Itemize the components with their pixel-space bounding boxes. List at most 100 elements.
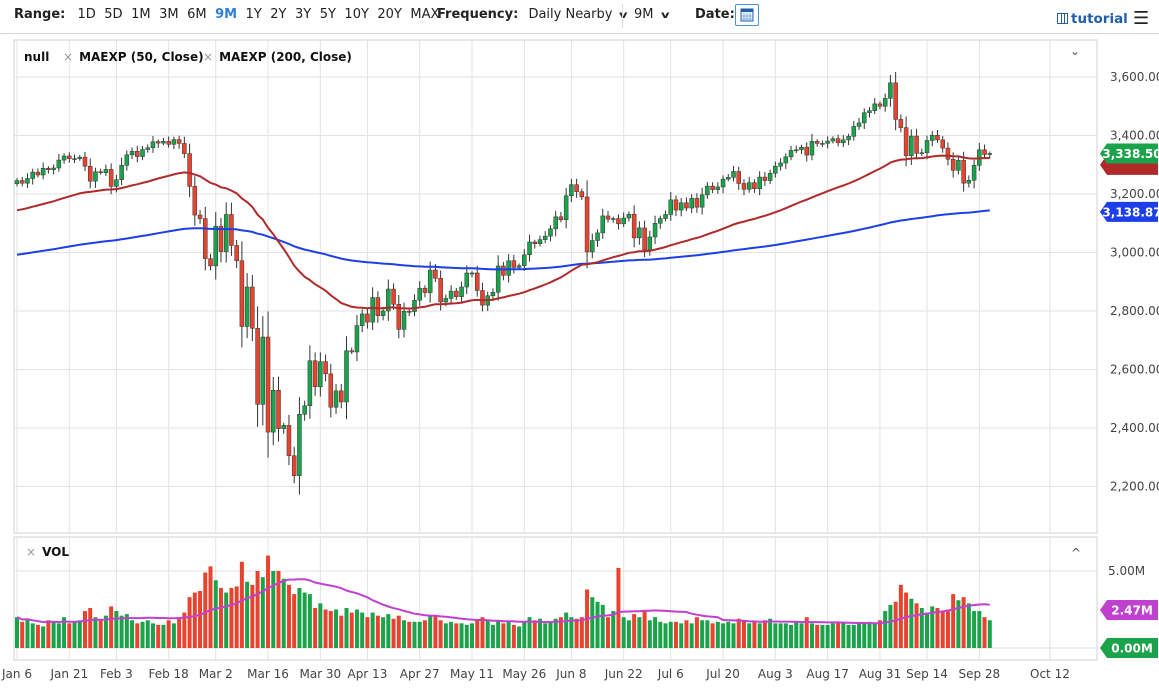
volume-bar [213,580,218,648]
candle [935,134,940,141]
ema50-line [16,154,990,310]
candle [380,310,386,316]
candle [820,143,825,145]
x-tick-label: Sep 14 [906,667,948,681]
range-1m[interactable]: 1M [131,7,151,22]
candle [370,297,375,323]
ema200-line [16,209,990,271]
candle [511,260,517,268]
candle [255,328,260,405]
candle [898,119,904,128]
candle [359,313,365,326]
price-tick-label: 2,400.00 [1110,421,1159,435]
range-5y[interactable]: 5Y [319,7,336,22]
candle [569,184,574,197]
candle [825,140,830,144]
candle [312,360,318,388]
candle [616,218,621,225]
volume-bar [150,623,155,648]
volume-bar [454,623,459,648]
volume-bar [192,592,197,648]
remove-ema50-icon[interactable]: × [63,50,74,64]
candle [600,215,606,234]
date-label: Date: [695,7,735,22]
volume-bar [140,621,145,648]
range-3m[interactable]: 3M [159,7,179,22]
period-dropdown[interactable]: 9M v [634,7,669,22]
volume-bar [956,600,961,648]
volume-bar [679,623,684,648]
volume-bar [88,607,93,648]
candle [705,185,710,196]
range-10y[interactable]: 10Y [344,7,369,22]
candle [966,180,972,184]
legend-ema200-label: MAEXP (200, Close) [219,50,352,64]
volume-bar [940,611,945,648]
candle [375,297,381,316]
candle [621,217,626,225]
price-tick-label: 2,600.00 [1110,363,1159,377]
volume-bar [349,612,354,648]
candle [684,202,689,209]
volume-bar [642,611,647,648]
candle [276,390,281,429]
range-1y[interactable]: 1Y [245,7,262,22]
candle [490,292,496,297]
volume-bar [407,621,412,648]
volume-bar [365,617,370,648]
volume-bar [595,601,600,648]
expand-panel-icon[interactable]: ^ [1071,546,1082,560]
candle [856,122,862,127]
candle [480,290,485,306]
candle [171,139,177,145]
range-2y[interactable]: 2Y [270,7,287,22]
volume-bar [297,587,302,648]
candle [888,82,893,99]
calendar-button[interactable] [735,4,759,26]
volume-bar [182,612,187,648]
price-panel-frame [13,39,1098,534]
volume-bar [841,623,846,648]
tutorial-link[interactable]: tutorial [1057,11,1128,27]
volume-bar [574,618,579,648]
candle [464,272,470,288]
volume-bar [156,624,161,648]
candle [631,213,637,239]
range-9m[interactable]: 9M [215,7,238,22]
volume-bar [177,617,182,648]
candle [213,225,218,267]
candle [82,156,88,167]
range-3y[interactable]: 3Y [294,7,312,22]
candle [433,269,438,279]
volume-bar [752,621,757,648]
remove-ema200-icon[interactable]: × [203,50,214,64]
legend-vol: × VOL [26,545,69,559]
frequency-dropdown[interactable]: Daily Nearby v [528,7,628,22]
volume-bar [930,606,935,648]
volume-bar [611,611,616,648]
remove-vol-icon[interactable]: × [26,545,37,559]
range-5d[interactable]: 5D [104,7,123,22]
volume-bar [851,624,856,648]
candle [155,141,161,144]
candle [872,103,877,111]
candle [626,213,632,219]
range-max[interactable]: MAX [410,7,440,22]
volume-bar [757,623,762,648]
hamburger-menu-icon[interactable]: ☰ [1133,8,1150,29]
candle [950,158,956,171]
candle [166,141,171,145]
candle [56,159,62,169]
volume-bar [161,624,166,648]
collapse-panel-icon[interactable]: ⌄ [1070,44,1081,58]
candle [422,287,428,293]
x-tick-label: Feb 3 [100,667,133,681]
volume-bar [20,621,25,648]
candle [663,214,668,219]
range-20y[interactable]: 20Y [377,7,402,22]
range-1d[interactable]: 1D [77,7,96,22]
volume-bar [46,620,51,648]
range-6m[interactable]: 6M [187,7,207,22]
candle [783,156,789,164]
